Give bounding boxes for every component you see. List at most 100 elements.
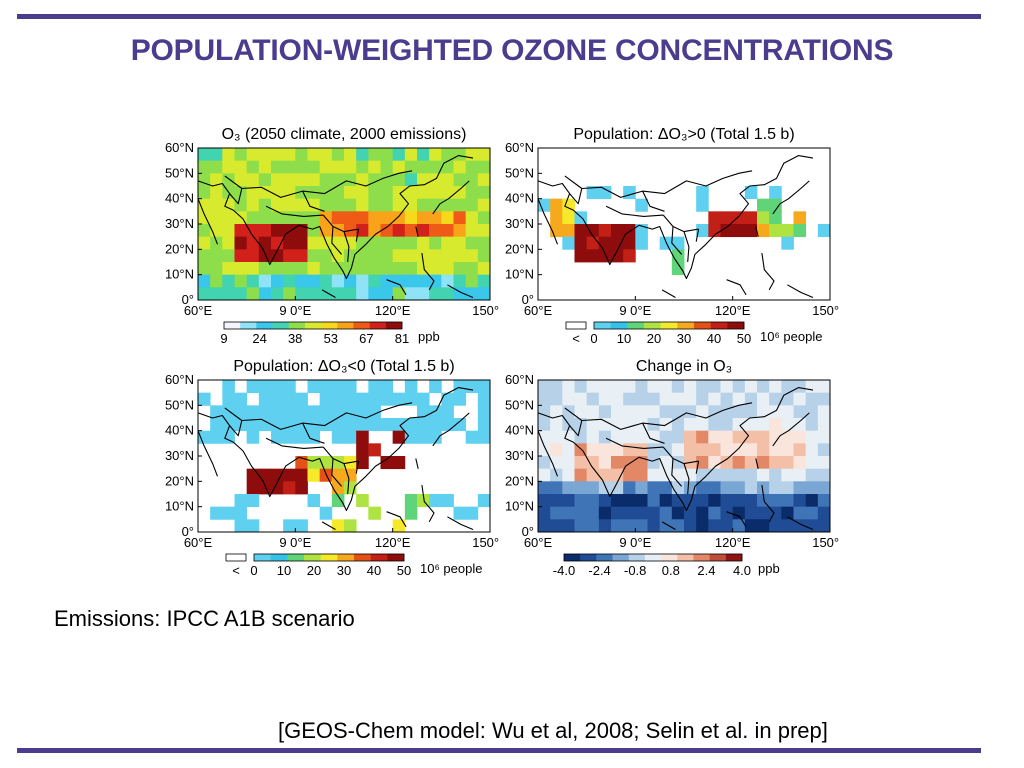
colorbar-tick-label: 30 — [677, 331, 691, 346]
lon-tick-label: 60°E — [524, 535, 553, 550]
lat-tick-label: 30°N — [165, 216, 194, 231]
colorbar-tick-label: 4.0 — [733, 563, 751, 578]
lat-tick-label: 60°N — [165, 372, 194, 387]
lon-tick-label: 120°E — [375, 303, 411, 318]
colorbar-under-label: < — [232, 563, 240, 578]
emissions-note: Emissions: IPCC A1B scenario — [54, 606, 355, 631]
lat-tick-label: 50°N — [165, 165, 194, 180]
lon-tick-label: 120°E — [375, 535, 411, 550]
citation: [GEOS-Chem model: Wu et al, 2008; Selin … — [278, 718, 828, 743]
map-raster — [538, 186, 831, 276]
colorbar-tick-label: -4.0 — [553, 563, 575, 578]
lat-tick-label: 30°N — [165, 448, 194, 463]
lat-tick-label: 0° — [522, 524, 534, 539]
panel-title: Population: ΔO₃>0 (Total 1.5 b) — [573, 126, 794, 143]
slide-title: POPULATION-WEIGHTED OZONE CONCENTRATIONS — [130, 34, 894, 67]
lon-tick-label: 150°E — [812, 535, 840, 550]
colorbar-tick-label: 0 — [250, 563, 257, 578]
colorbar-unit-label: ppb — [758, 561, 780, 576]
lat-tick-label: 0° — [182, 524, 194, 539]
lon-tick-label: 9 0°E — [619, 303, 651, 318]
colorbar — [223, 321, 403, 330]
lat-tick-label: 30°N — [505, 216, 534, 231]
colorbar-under-swatch — [225, 553, 247, 562]
map-raster — [198, 380, 491, 533]
panel-ozone-change: Change in O₃ 60°N 50°N 40°N 30°N 20°N 10°N 0° 60… — [500, 350, 840, 582]
colorbar-tick-label: 0.8 — [662, 563, 680, 578]
colorbar-tick-label: 30 — [337, 563, 351, 578]
panel-title: Population: ΔO₃<0 (Total 1.5 b) — [233, 358, 454, 375]
lon-tick-label: 9 0°E — [279, 303, 311, 318]
colorbar-tick-label: 24 — [252, 331, 266, 346]
map-raster — [198, 148, 491, 301]
colorbar-under-swatch — [565, 321, 587, 330]
map-figure: Population: ΔO₃>0 (Total 1.5 b) 60°N 50°N 4… — [505, 126, 840, 346]
lat-tick-label: 30°N — [505, 448, 534, 463]
lat-tick-label: 50°N — [505, 165, 534, 180]
colorbar-unit-label: ppb — [418, 329, 440, 344]
lat-tick-label: 20°N — [165, 241, 194, 256]
colorbar-tick-label: 20 — [307, 563, 321, 578]
colorbar-tick-label: 81 — [395, 331, 409, 346]
lat-tick-label: 40°N — [165, 423, 194, 438]
lon-tick-label: 120°E — [715, 535, 751, 550]
colorbar-tick-label: 53 — [324, 331, 338, 346]
coastline-outline — [197, 387, 474, 531]
colorbar-tick-label: 10 — [617, 331, 631, 346]
panel-title: Change in O₃ — [636, 358, 732, 375]
lon-tick-label: 150°E — [472, 303, 500, 318]
panel-population-decrease: Population: ΔO₃<0 (Total 1.5 b) 60°N 50°N 4… — [160, 350, 500, 582]
lon-tick-label: 150°E — [472, 535, 500, 550]
colorbar-tick-label: 2.4 — [697, 563, 715, 578]
panel-population-increase: Population: ΔO₃>0 (Total 1.5 b) 60°N 50°N 4… — [500, 118, 840, 350]
colorbar-tick-label: 50 — [737, 331, 751, 346]
colorbar-unit-label: 10⁶ people — [760, 329, 822, 344]
lat-tick-label: 10°N — [505, 499, 534, 514]
colorbar-under-label: < — [572, 331, 580, 346]
lon-tick-label: 60°E — [184, 535, 213, 550]
colorbar-tick-label: 9 — [220, 331, 227, 346]
panel-title: O₃ (2050 climate, 2000 emissions) — [222, 126, 467, 143]
map-figure: O₃ (2050 climate, 2000 emissions) 60°N 50°… — [165, 126, 500, 346]
colorbar — [563, 553, 743, 562]
colorbar-tick-label: 67 — [359, 331, 373, 346]
lon-tick-label: 9 0°E — [279, 535, 311, 550]
colorbar-unit-label: 10⁶ people — [420, 561, 482, 576]
colorbar-tick-label: -0.8 — [624, 563, 646, 578]
colorbar-tick-label: 20 — [647, 331, 661, 346]
lat-tick-label: 10°N — [165, 267, 194, 282]
colorbar — [253, 553, 405, 562]
lat-tick-label: 60°N — [505, 372, 534, 387]
lon-tick-label: 60°E — [524, 303, 553, 318]
map-figure: Population: ΔO₃<0 (Total 1.5 b) 60°N 50°N 4… — [165, 358, 500, 578]
colorbar-tick-label: 50 — [397, 563, 411, 578]
coastline-outline — [537, 387, 814, 531]
map-raster — [538, 380, 831, 533]
coastline-outline — [537, 155, 814, 299]
top-divider — [17, 14, 981, 19]
lat-tick-label: 50°N — [505, 397, 534, 412]
colorbar-tick-label: 10 — [277, 563, 291, 578]
lat-tick-label: 10°N — [505, 267, 534, 282]
lat-tick-label: 20°N — [165, 473, 194, 488]
panel-ozone-2050: O₃ (2050 climate, 2000 emissions) 60°N 50°… — [160, 118, 500, 350]
lat-tick-label: 40°N — [505, 191, 534, 206]
lat-tick-label: 40°N — [505, 423, 534, 438]
lon-tick-label: 60°E — [184, 303, 213, 318]
lat-tick-label: 20°N — [505, 473, 534, 488]
lon-tick-label: 150°E — [812, 303, 840, 318]
lat-tick-label: 0° — [182, 292, 194, 307]
map-figure: Change in O₃ 60°N 50°N 40°N 30°N 20°N 10°N 0°60… — [505, 358, 840, 578]
colorbar — [593, 321, 745, 330]
colorbar-tick-label: -2.4 — [588, 563, 610, 578]
lat-tick-label: 0° — [522, 292, 534, 307]
bottom-divider — [17, 748, 981, 753]
colorbar-tick-label: 0 — [590, 331, 597, 346]
lon-tick-label: 120°E — [715, 303, 751, 318]
colorbar-tick-label: 40 — [367, 563, 381, 578]
colorbar-tick-label: 38 — [288, 331, 302, 346]
coastline-outline — [197, 155, 474, 299]
lon-tick-label: 9 0°E — [619, 535, 651, 550]
lat-tick-label: 60°N — [165, 140, 194, 155]
lat-tick-label: 20°N — [505, 241, 534, 256]
